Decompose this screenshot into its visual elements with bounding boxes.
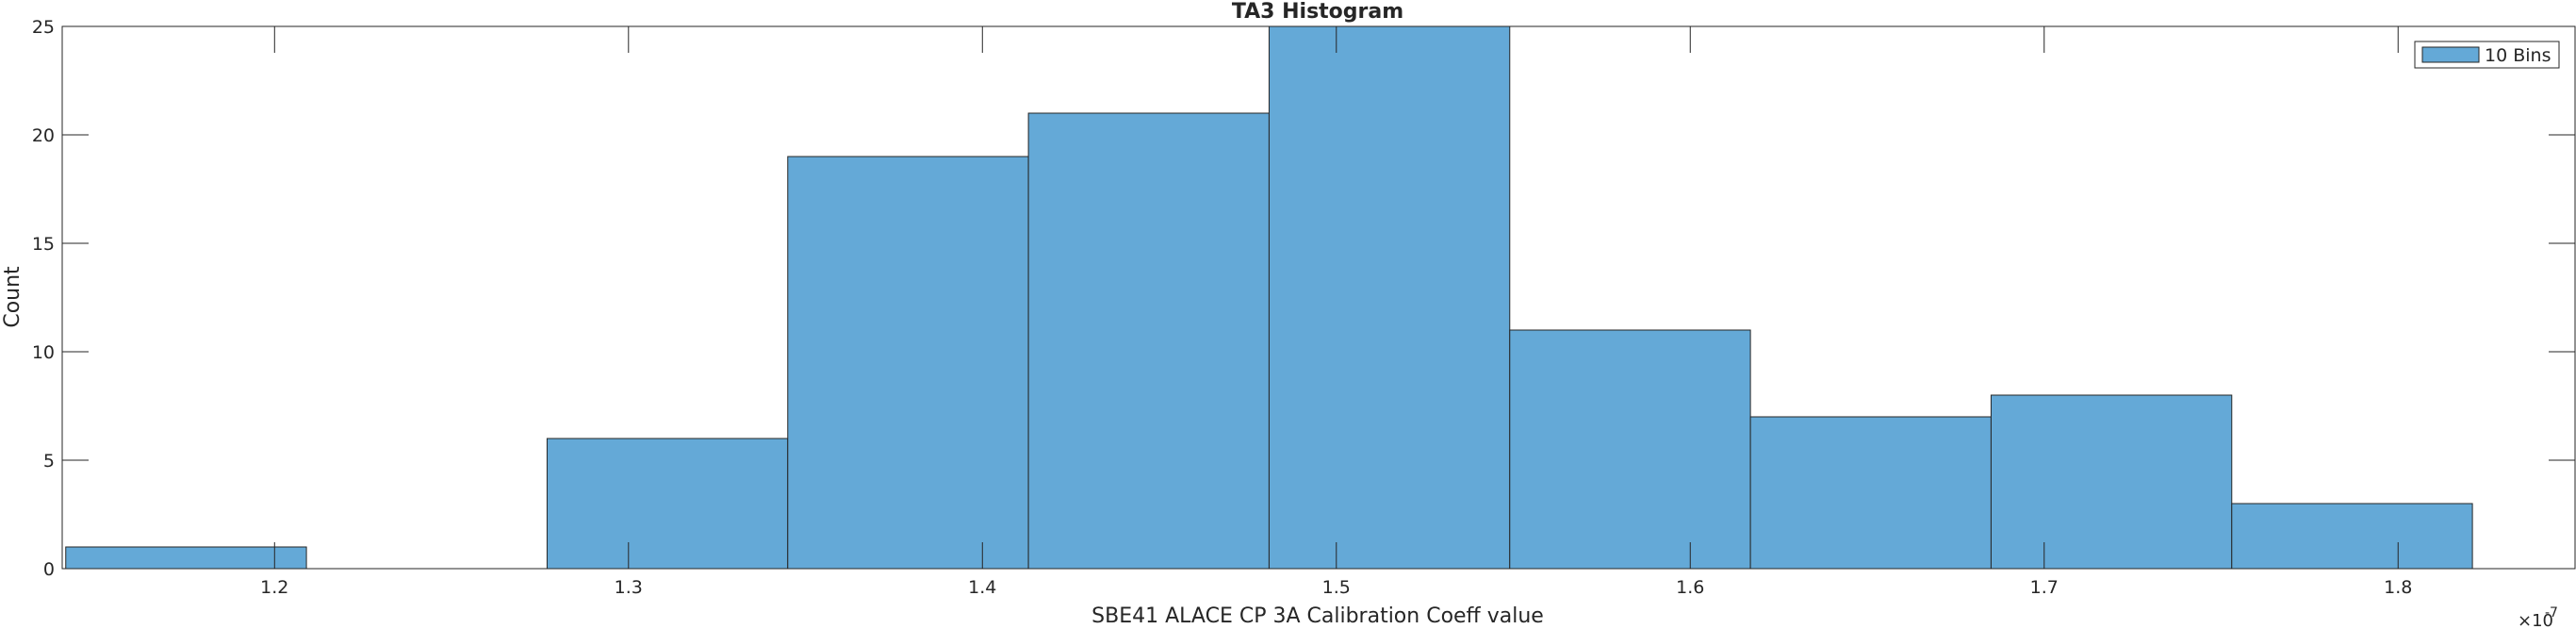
histogram-bar bbox=[1268, 25, 1511, 570]
x-exponent-base: ×10 bbox=[2518, 611, 2553, 629]
x-tick-label: 1.7 bbox=[2030, 577, 2059, 598]
x-axis-label: SBE41 ALACE CP 3A Calibration Coeff valu… bbox=[1091, 604, 1544, 628]
histogram-bar bbox=[65, 546, 307, 570]
chart-title: TA3 Histogram bbox=[1232, 0, 1403, 24]
legend-swatch bbox=[2421, 46, 2480, 63]
legend: 10 Bins bbox=[2414, 41, 2560, 69]
histogram-bar bbox=[1509, 329, 1751, 570]
bars-group bbox=[65, 25, 2473, 570]
histogram-bar bbox=[1990, 394, 2233, 570]
ticks-group: 1.2 1.3 1.4 1.5 1.6 1.7 1.8 0 5 10 15 20 25 bbox=[32, 17, 2575, 598]
x-tick-label: 1.5 bbox=[1322, 577, 1351, 598]
x-tick-label: 1.6 bbox=[1676, 577, 1704, 598]
histogram-bar bbox=[546, 438, 789, 570]
x-exponent-power: -7 bbox=[2545, 605, 2558, 621]
x-tick-label: 1.8 bbox=[2384, 577, 2412, 598]
y-tick-label: 25 bbox=[32, 17, 55, 38]
histogram-bar bbox=[787, 156, 1029, 570]
y-tick-label: 5 bbox=[43, 451, 55, 472]
x-exponent-label: ×10 -7 bbox=[2518, 605, 2558, 629]
x-tick-label: 1.3 bbox=[615, 577, 643, 598]
y-tick-label: 10 bbox=[32, 342, 55, 363]
x-tick-label: 1.2 bbox=[260, 577, 288, 598]
y-axis-label: Count bbox=[1, 266, 25, 328]
plot-area-frame bbox=[61, 25, 2576, 570]
histogram-bar bbox=[2231, 503, 2473, 570]
y-tick-label: 0 bbox=[43, 559, 55, 580]
x-tick-label: 1.4 bbox=[968, 577, 996, 598]
legend-label: 10 Bins bbox=[2485, 45, 2551, 66]
y-tick-label: 15 bbox=[32, 234, 55, 255]
histogram-bar bbox=[1749, 416, 1992, 570]
histogram-bar bbox=[1027, 112, 1270, 570]
y-tick-label: 20 bbox=[32, 125, 55, 146]
